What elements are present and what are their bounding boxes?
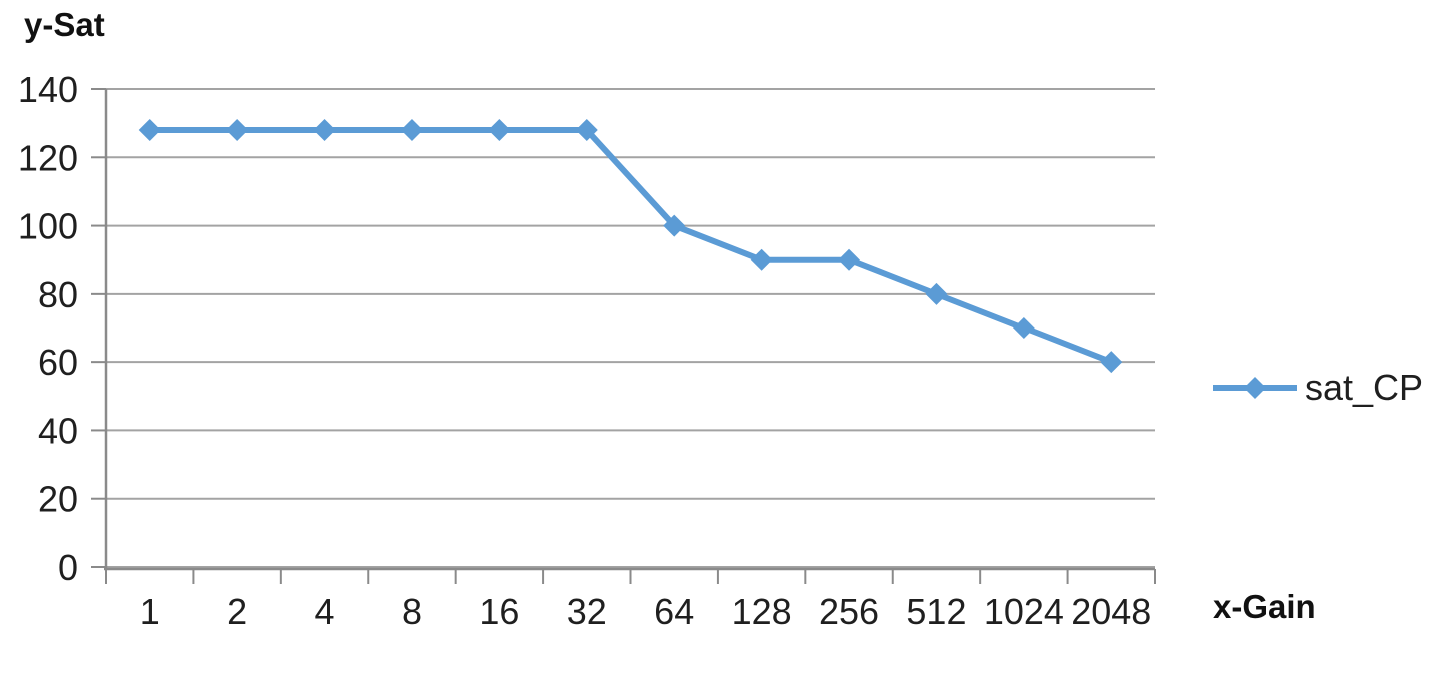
y-tick-label: 0 bbox=[58, 547, 78, 588]
y-tick-label: 80 bbox=[38, 274, 78, 315]
x-tick-label: 4 bbox=[315, 591, 335, 632]
data-point-marker bbox=[226, 118, 249, 141]
legend-line-marker-icon bbox=[1213, 377, 1297, 399]
legend: sat_CP bbox=[1212, 366, 1423, 410]
data-point-marker bbox=[750, 248, 773, 271]
x-tick-label: 16 bbox=[479, 591, 519, 632]
y-tick-label: 120 bbox=[18, 137, 78, 178]
data-point-marker bbox=[138, 118, 161, 141]
x-tick-label: 32 bbox=[567, 591, 607, 632]
y-tick-label: 20 bbox=[38, 479, 78, 520]
series-line bbox=[146, 126, 1115, 366]
data-point-marker bbox=[838, 248, 861, 271]
x-tick-label: 64 bbox=[654, 591, 694, 632]
y-tick-label: 140 bbox=[18, 69, 78, 110]
data-point-marker bbox=[575, 118, 598, 141]
y-tick-label: 100 bbox=[18, 206, 78, 247]
x-tick-label: 1024 bbox=[984, 591, 1064, 632]
data-point-marker bbox=[663, 214, 686, 237]
data-point-marker bbox=[400, 118, 423, 141]
legend-series-label: sat_CP bbox=[1305, 367, 1424, 408]
data-point-marker bbox=[488, 118, 511, 141]
data-point-marker bbox=[1012, 317, 1035, 339]
data-point-marker bbox=[925, 282, 948, 305]
x-tick-label: 128 bbox=[732, 591, 792, 632]
data-point-marker bbox=[313, 118, 336, 141]
y-tick-label: 40 bbox=[38, 410, 78, 451]
y-axis-title: y-Sat bbox=[24, 6, 105, 43]
x-tick-label: 2048 bbox=[1071, 591, 1151, 632]
x-axis-title: x-Gain bbox=[1213, 588, 1316, 625]
x-tick-label: 8 bbox=[402, 591, 422, 632]
x-tick-label: 2 bbox=[227, 591, 247, 632]
x-tick-label: 512 bbox=[906, 591, 966, 632]
data-point-marker bbox=[1100, 351, 1123, 374]
y-tick-label: 60 bbox=[38, 342, 78, 383]
x-tick-label: 256 bbox=[819, 591, 879, 632]
x-tick-label: 1 bbox=[140, 591, 160, 632]
